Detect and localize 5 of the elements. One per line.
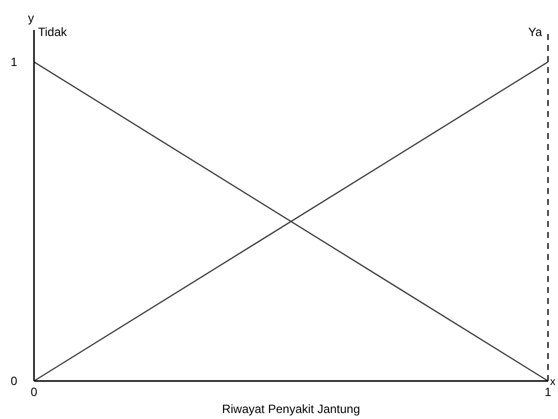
series-label: Tidak bbox=[38, 25, 68, 39]
series-label: Ya bbox=[528, 25, 542, 39]
text: x bbox=[550, 376, 556, 388]
x-axis-title: Riwayat Penyakit Jantung bbox=[222, 402, 360, 416]
y-axis-title: y bbox=[28, 11, 34, 25]
